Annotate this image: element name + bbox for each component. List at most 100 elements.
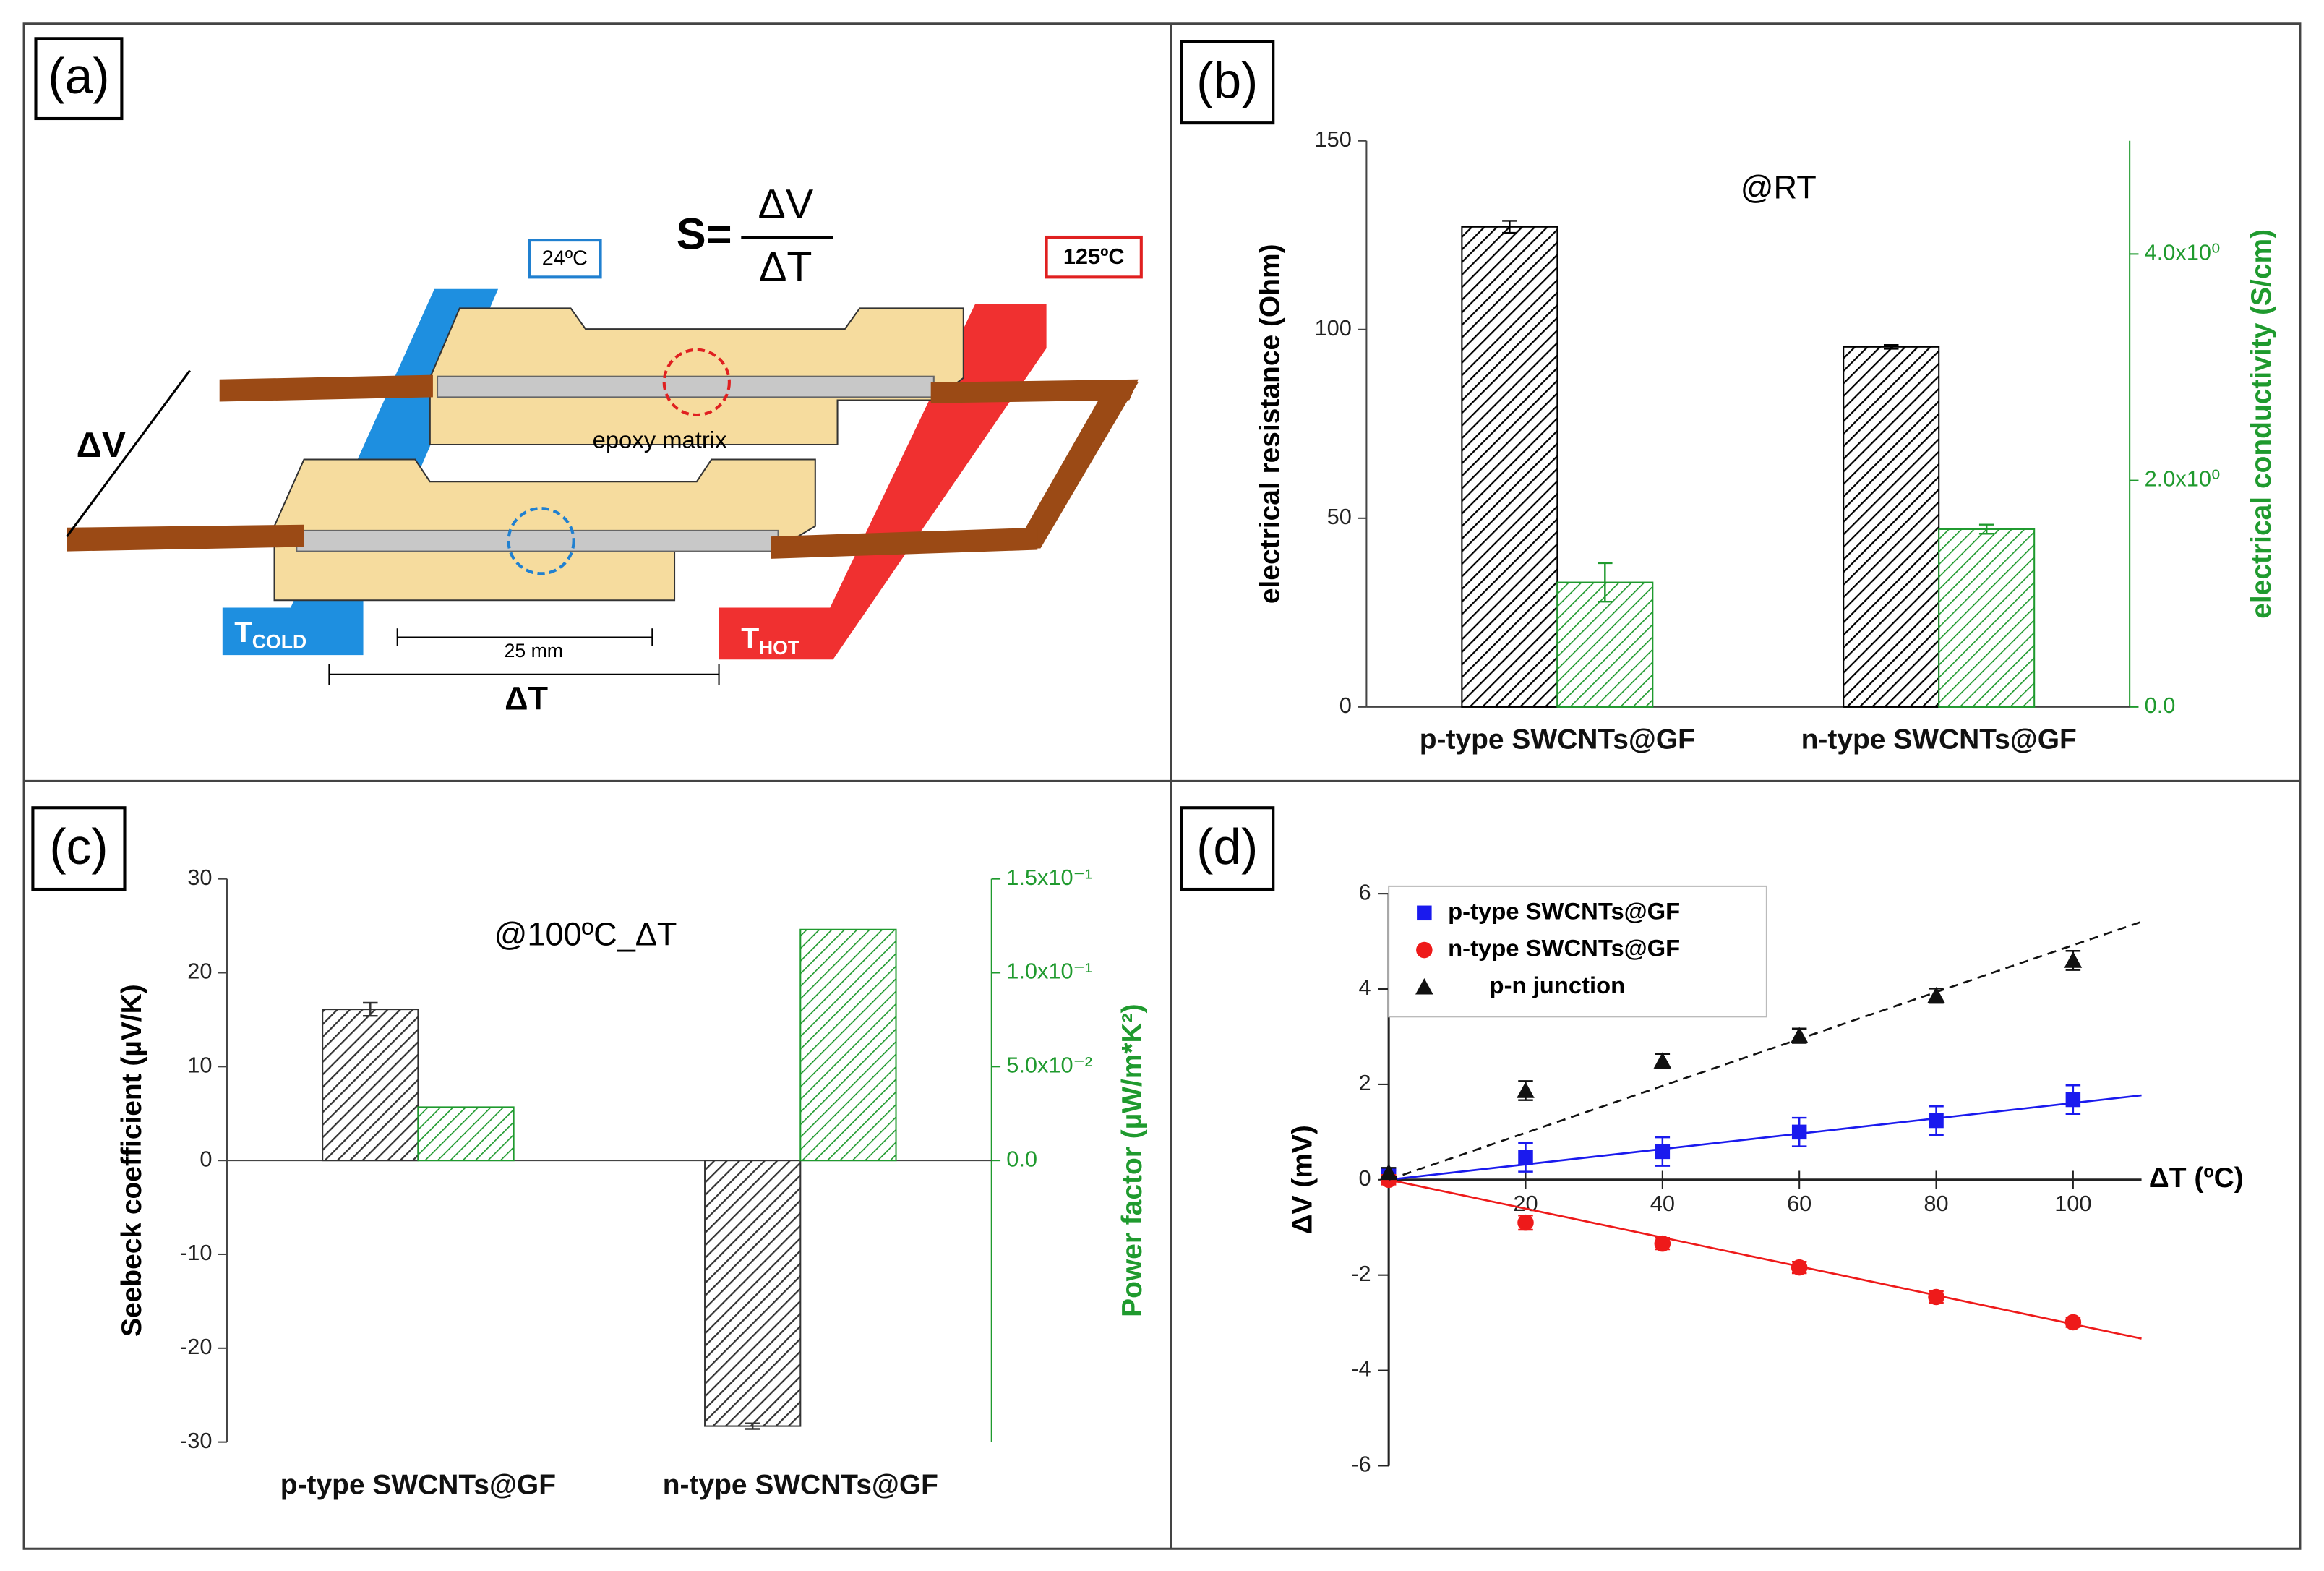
bar	[1938, 528, 2036, 708]
bar	[704, 1160, 802, 1427]
annotation: @RT	[1741, 168, 1817, 205]
y-axis-label: Seebeck coefficient (µV/K)	[116, 984, 147, 1337]
legend-label: n-type SWCNTs@GF	[1448, 935, 1680, 962]
electrode	[771, 527, 1038, 559]
legend-marker	[1417, 905, 1432, 921]
x-tick-label: 100	[2054, 1191, 2091, 1216]
point	[1518, 1150, 1533, 1165]
electrode	[930, 379, 1139, 403]
electrode	[1013, 382, 1139, 549]
y2-tick-label: 0.0	[1006, 1146, 1037, 1171]
cnt-strip	[437, 375, 935, 398]
y-tick-label: 50	[1327, 504, 1352, 529]
formula: ΔT	[759, 244, 812, 290]
bar	[417, 1106, 515, 1162]
point	[1517, 1214, 1534, 1231]
panel-label-box	[1180, 40, 1275, 125]
panel-label: (a)	[48, 48, 109, 104]
panel-label-box	[31, 806, 127, 891]
point	[1790, 1027, 1809, 1043]
y-tick-label: 2	[1358, 1070, 1371, 1095]
y-tick-label: 20	[187, 959, 212, 984]
highlight	[507, 507, 575, 575]
x-tick-label: p-type SWCNTs@GF	[280, 1469, 556, 1500]
legend-box	[1388, 885, 1767, 1018]
legend-marker	[1416, 941, 1433, 959]
point	[1379, 1163, 1398, 1181]
voltage-line	[66, 369, 191, 538]
temp-box	[1045, 235, 1143, 279]
gradient-label: ΔT	[505, 680, 548, 717]
point	[1791, 1259, 1808, 1276]
y-tick-label: -2	[1351, 1261, 1371, 1286]
plots: 0 50 100 150 0.0 2.0x10⁰ 4.0x10⁰ p-type SWCNTs@…	[31, 40, 2277, 1500]
y2-axis-label: electrical conductivity (S/cm)	[2246, 229, 2277, 619]
fit-line	[1389, 1094, 2142, 1181]
point	[1927, 986, 1945, 1003]
electrode	[67, 524, 304, 552]
x-tick-label: n-type SWCNTs@GF	[663, 1469, 938, 1500]
bar	[1461, 226, 1558, 708]
hot-temperature: 125ºC	[1063, 244, 1125, 269]
bar	[799, 928, 897, 1162]
x-axis-label: ΔT (ºC)	[2149, 1163, 2244, 1194]
y-tick-label: -6	[1351, 1452, 1371, 1477]
x-tick-label: p-type SWCNTs@GF	[1420, 724, 1695, 755]
y2-tick-label: 1.5x10⁻¹	[1006, 865, 1092, 890]
x-tick-label: 20	[1513, 1191, 1538, 1216]
cold-label: T	[234, 615, 252, 648]
panel-label: (d)	[1196, 818, 1258, 875]
hot-label: T	[741, 621, 759, 654]
bar	[1556, 581, 1654, 708]
cold-temperature: 24ºC	[542, 247, 588, 270]
y2-tick-label: 4.0x10⁰	[2145, 239, 2221, 265]
point	[1655, 1144, 1671, 1160]
y-tick-label: 150	[1315, 127, 1352, 152]
x-tick-label: 60	[1787, 1191, 1811, 1216]
matrix-label: epoxy matrix	[593, 427, 728, 453]
y-tick-label: 100	[1315, 315, 1352, 341]
y2-tick-label: 5.0x10⁻²	[1006, 1052, 1092, 1077]
y-axis-label: ΔV (mV)	[1287, 1125, 1318, 1234]
x-tick-label: n-type SWCNTs@GF	[1801, 724, 2077, 755]
x-tick-label: 40	[1650, 1191, 1675, 1216]
point	[1791, 1124, 1807, 1140]
y-tick-label: 10	[187, 1052, 212, 1077]
y2-axis-label: Power factor (µW/m*K²)	[1117, 1003, 1148, 1317]
annotation: @100ºC_ΔT	[494, 916, 677, 953]
point	[1654, 1235, 1671, 1252]
y2-tick-label: 1.0x10⁻¹	[1006, 959, 1092, 984]
y-tick-label: -20	[180, 1334, 212, 1359]
y-tick-label: -30	[180, 1428, 212, 1453]
panel-label-box	[34, 37, 124, 121]
y-axis-label: electrical resistance (Ohm)	[1254, 244, 1285, 604]
point	[2064, 1314, 2082, 1331]
x-tick-label: 80	[1924, 1191, 1948, 1216]
y-tick-label: 4	[1358, 975, 1371, 1000]
electrode	[219, 374, 433, 402]
y-tick-label: 30	[187, 865, 212, 890]
point	[2064, 951, 2083, 968]
fit-line	[1388, 1178, 2142, 1340]
y-tick-label: 0	[1339, 693, 1352, 718]
y-tick-label: -4	[1351, 1356, 1371, 1382]
formula: ΔV	[758, 181, 813, 228]
legend-marker	[1415, 978, 1433, 995]
panel-label-box	[1180, 806, 1275, 891]
cold-label-sub: COLD	[252, 631, 306, 653]
length-label: 25 mm	[505, 640, 563, 662]
temp-box	[528, 239, 602, 279]
y2-tick-label: 2.0x10⁰	[2145, 466, 2221, 492]
hot-label-sub: HOT	[759, 637, 799, 659]
point	[2065, 1092, 2081, 1108]
y-tick-label: -10	[180, 1240, 212, 1265]
point	[1517, 1082, 1535, 1098]
formula: S=	[677, 209, 732, 259]
voltage-label: ΔV	[77, 425, 126, 465]
highlight	[662, 348, 731, 417]
y2-tick-label: 0.0	[2145, 693, 2176, 718]
point	[1929, 1113, 1944, 1129]
cnt-strip	[296, 529, 779, 552]
point	[1653, 1052, 1672, 1069]
